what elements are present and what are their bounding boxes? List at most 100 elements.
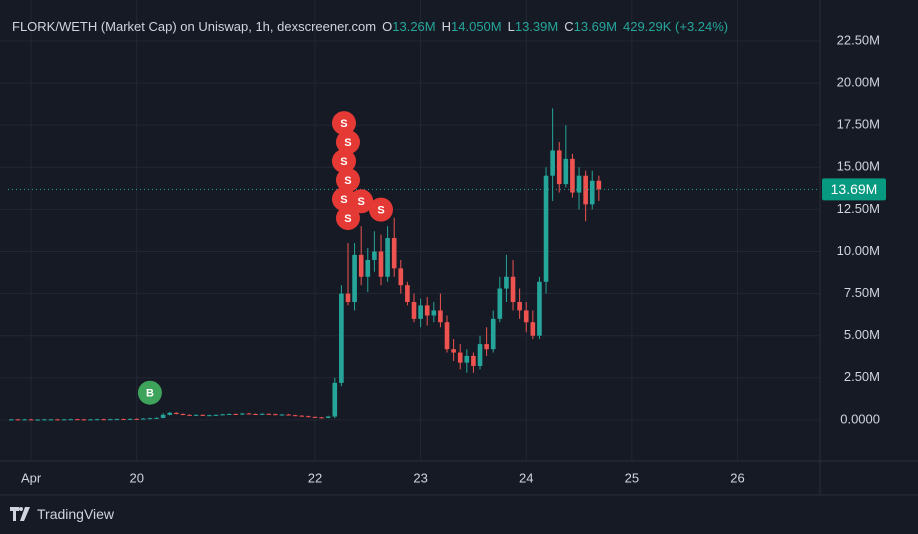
x-tick-label: Apr	[21, 470, 42, 485]
legend-header: FLORK/WETH (Market Cap) on Uniswap, 1h, …	[12, 19, 728, 34]
candle-body	[431, 310, 437, 316]
trade-label: S	[344, 175, 351, 187]
trade-marker: S	[349, 189, 374, 214]
trade-dot	[331, 149, 356, 174]
candle-body	[200, 414, 206, 416]
candle-body	[68, 419, 74, 421]
y-tick-label: 20.00M	[837, 75, 880, 90]
trade-label: B	[146, 388, 154, 400]
y-tick-label: 15.00M	[837, 159, 880, 174]
y-tick-label: 7.50M	[844, 285, 880, 300]
branding[interactable]: TradingView	[10, 506, 114, 522]
candle-body	[424, 305, 430, 316]
x-tick-label: 23	[413, 470, 427, 485]
candle-body	[358, 254, 364, 277]
candle-body	[266, 413, 272, 415]
trade-dot	[335, 206, 360, 231]
candle-body	[147, 418, 153, 420]
trade-dot	[331, 111, 356, 136]
trade-dot	[137, 380, 162, 405]
candle-body	[253, 414, 258, 416]
candle-body	[61, 419, 67, 421]
candle-body	[325, 416, 331, 418]
candle-body	[94, 419, 100, 421]
candle-body	[127, 418, 133, 420]
candle-body	[279, 414, 285, 416]
candle-body	[292, 415, 298, 417]
trade-label: S	[377, 205, 384, 217]
candle-body	[550, 150, 555, 176]
ohlc-key: H	[441, 19, 452, 34]
trade-dot	[368, 197, 393, 222]
candle-body	[299, 415, 305, 417]
candle-body	[504, 276, 509, 289]
candle-body	[141, 418, 146, 420]
trade-marker: S	[335, 130, 360, 155]
candle-body	[490, 318, 496, 350]
candle-body	[55, 419, 60, 421]
candle-body	[556, 150, 562, 185]
candle-body	[180, 414, 186, 416]
ohlc-key: O	[382, 19, 393, 34]
candle-body	[583, 175, 588, 205]
candle-body	[391, 238, 397, 269]
candle-body	[576, 175, 582, 193]
candle-body	[134, 418, 140, 420]
trade-dot	[335, 168, 360, 193]
candle-body	[167, 412, 173, 415]
ohlc-key: C	[564, 19, 574, 34]
brand-name: TradingView	[37, 506, 115, 522]
candle-body	[174, 412, 179, 415]
x-tick-label: 26	[730, 470, 744, 485]
candle-body	[15, 419, 21, 421]
candle-body	[41, 419, 47, 421]
y-tick-label: 22.50M	[837, 32, 880, 47]
candle-body	[220, 414, 225, 416]
candle-body	[497, 288, 503, 319]
candle-body	[372, 251, 377, 260]
y-tick-label: 10.00M	[837, 243, 880, 258]
candle-body	[438, 310, 443, 323]
candle-body	[160, 414, 166, 418]
trade-dot	[349, 189, 374, 214]
last-price-box	[822, 178, 886, 201]
candle-body	[457, 352, 463, 363]
price-change: 429.29K (+3.24%)	[622, 19, 729, 34]
candle-body	[75, 419, 80, 421]
candle-body	[187, 414, 192, 416]
candle-body	[319, 417, 324, 419]
candle-body	[88, 419, 93, 421]
ohlc-value: 13.39M	[514, 19, 559, 34]
candle-body	[339, 293, 344, 383]
candle-body	[108, 419, 113, 421]
candle-body	[246, 413, 252, 415]
candle-body	[523, 310, 529, 323]
candle-body	[570, 158, 575, 193]
candle-body	[154, 417, 159, 419]
x-tick-label: 22	[308, 470, 322, 485]
candle-body	[101, 419, 107, 421]
trade-marker: S	[331, 149, 356, 174]
y-tick-label: 0.0000	[840, 411, 880, 426]
trade-label: S	[344, 137, 351, 149]
trade-label: S	[340, 194, 347, 206]
candle-body	[306, 416, 311, 418]
candle-body	[411, 302, 417, 319]
trade-label: S	[340, 156, 347, 168]
candle-body	[273, 414, 278, 416]
candle-body	[35, 419, 41, 421]
candle-body	[596, 180, 602, 190]
ohlc-value: 13.26M	[392, 19, 436, 34]
logo	[10, 507, 30, 521]
candle-body	[537, 281, 542, 336]
trade-marker: S	[335, 206, 360, 231]
trade-marker: S	[331, 111, 356, 136]
chart-title: FLORK/WETH (Market Cap) on Uniswap, 1h, …	[12, 19, 377, 34]
candle-body	[48, 419, 54, 421]
candle-body	[418, 305, 423, 319]
candle-body	[332, 382, 338, 417]
candle-body	[451, 349, 456, 353]
